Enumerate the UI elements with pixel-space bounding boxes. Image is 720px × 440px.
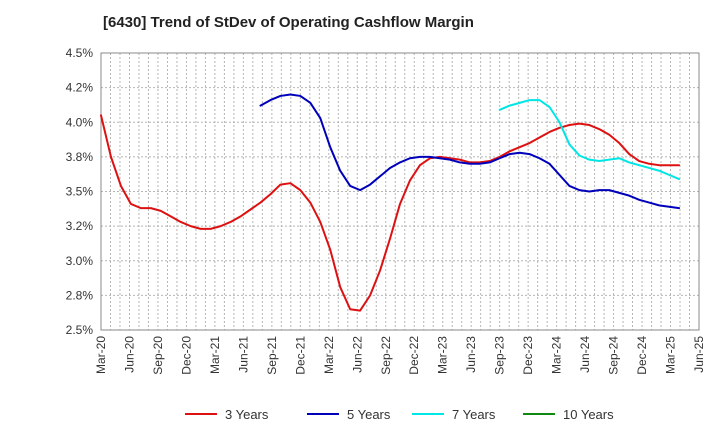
x-tick-label: Mar-21 [208,336,222,374]
plot-frame [100,52,700,331]
x-tick-label: Sep-21 [265,336,279,375]
y-tick-label: 2.5% [66,323,94,337]
x-tick-label: Jun-22 [350,336,364,373]
legend-label-2: 5 Years [347,407,391,422]
legend-label-4: 10 Years [563,407,614,422]
y-tick-label: 3.0% [66,254,94,268]
x-tick-label: Dec-20 [179,336,193,375]
x-tick-label: Dec-23 [521,336,535,375]
x-tick-label: Sep-20 [151,336,165,375]
y-tick-label: 4.5% [66,46,94,60]
legend-label-1: 3 Years [225,407,269,422]
x-tick-label: Mar-25 [664,336,678,374]
x-tick-label: Jun-23 [464,336,478,373]
series-line-1 [100,114,681,312]
y-tick-label: 3.2% [66,219,94,233]
y-tick-label: 4.0% [66,115,94,129]
x-tick-label: Mar-23 [436,336,450,374]
y-tick-label: 3.8% [66,150,94,164]
x-tick-label: Mar-24 [550,336,564,374]
x-tick-label: Sep-23 [493,336,507,375]
x-tick-label: Dec-21 [293,336,307,375]
x-tick-label: Jun-20 [122,336,136,373]
x-tick-label: Jun-21 [236,336,250,373]
series-line-3 [498,99,681,181]
x-tick-label: Mar-22 [322,336,336,374]
y-tick-label: 3.5% [66,185,94,199]
x-tick-label: Jun-24 [578,336,592,373]
series-line-2 [259,93,681,210]
x-tick-label: Jun-25 [692,336,706,373]
x-tick-label: Mar-20 [94,336,108,374]
x-tick-label: Sep-22 [379,336,393,375]
plot-area [101,53,699,330]
x-tick-label: Dec-24 [635,336,649,375]
chart-title: [6430] Trend of StDev of Operating Cashf… [103,14,474,31]
y-tick-label: 4.2% [66,81,94,95]
legend-label-3: 7 Years [452,407,496,422]
y-tick-label: 2.8% [66,288,94,302]
x-tick-label: Dec-22 [407,336,421,375]
x-tick-label: Sep-24 [607,336,621,375]
